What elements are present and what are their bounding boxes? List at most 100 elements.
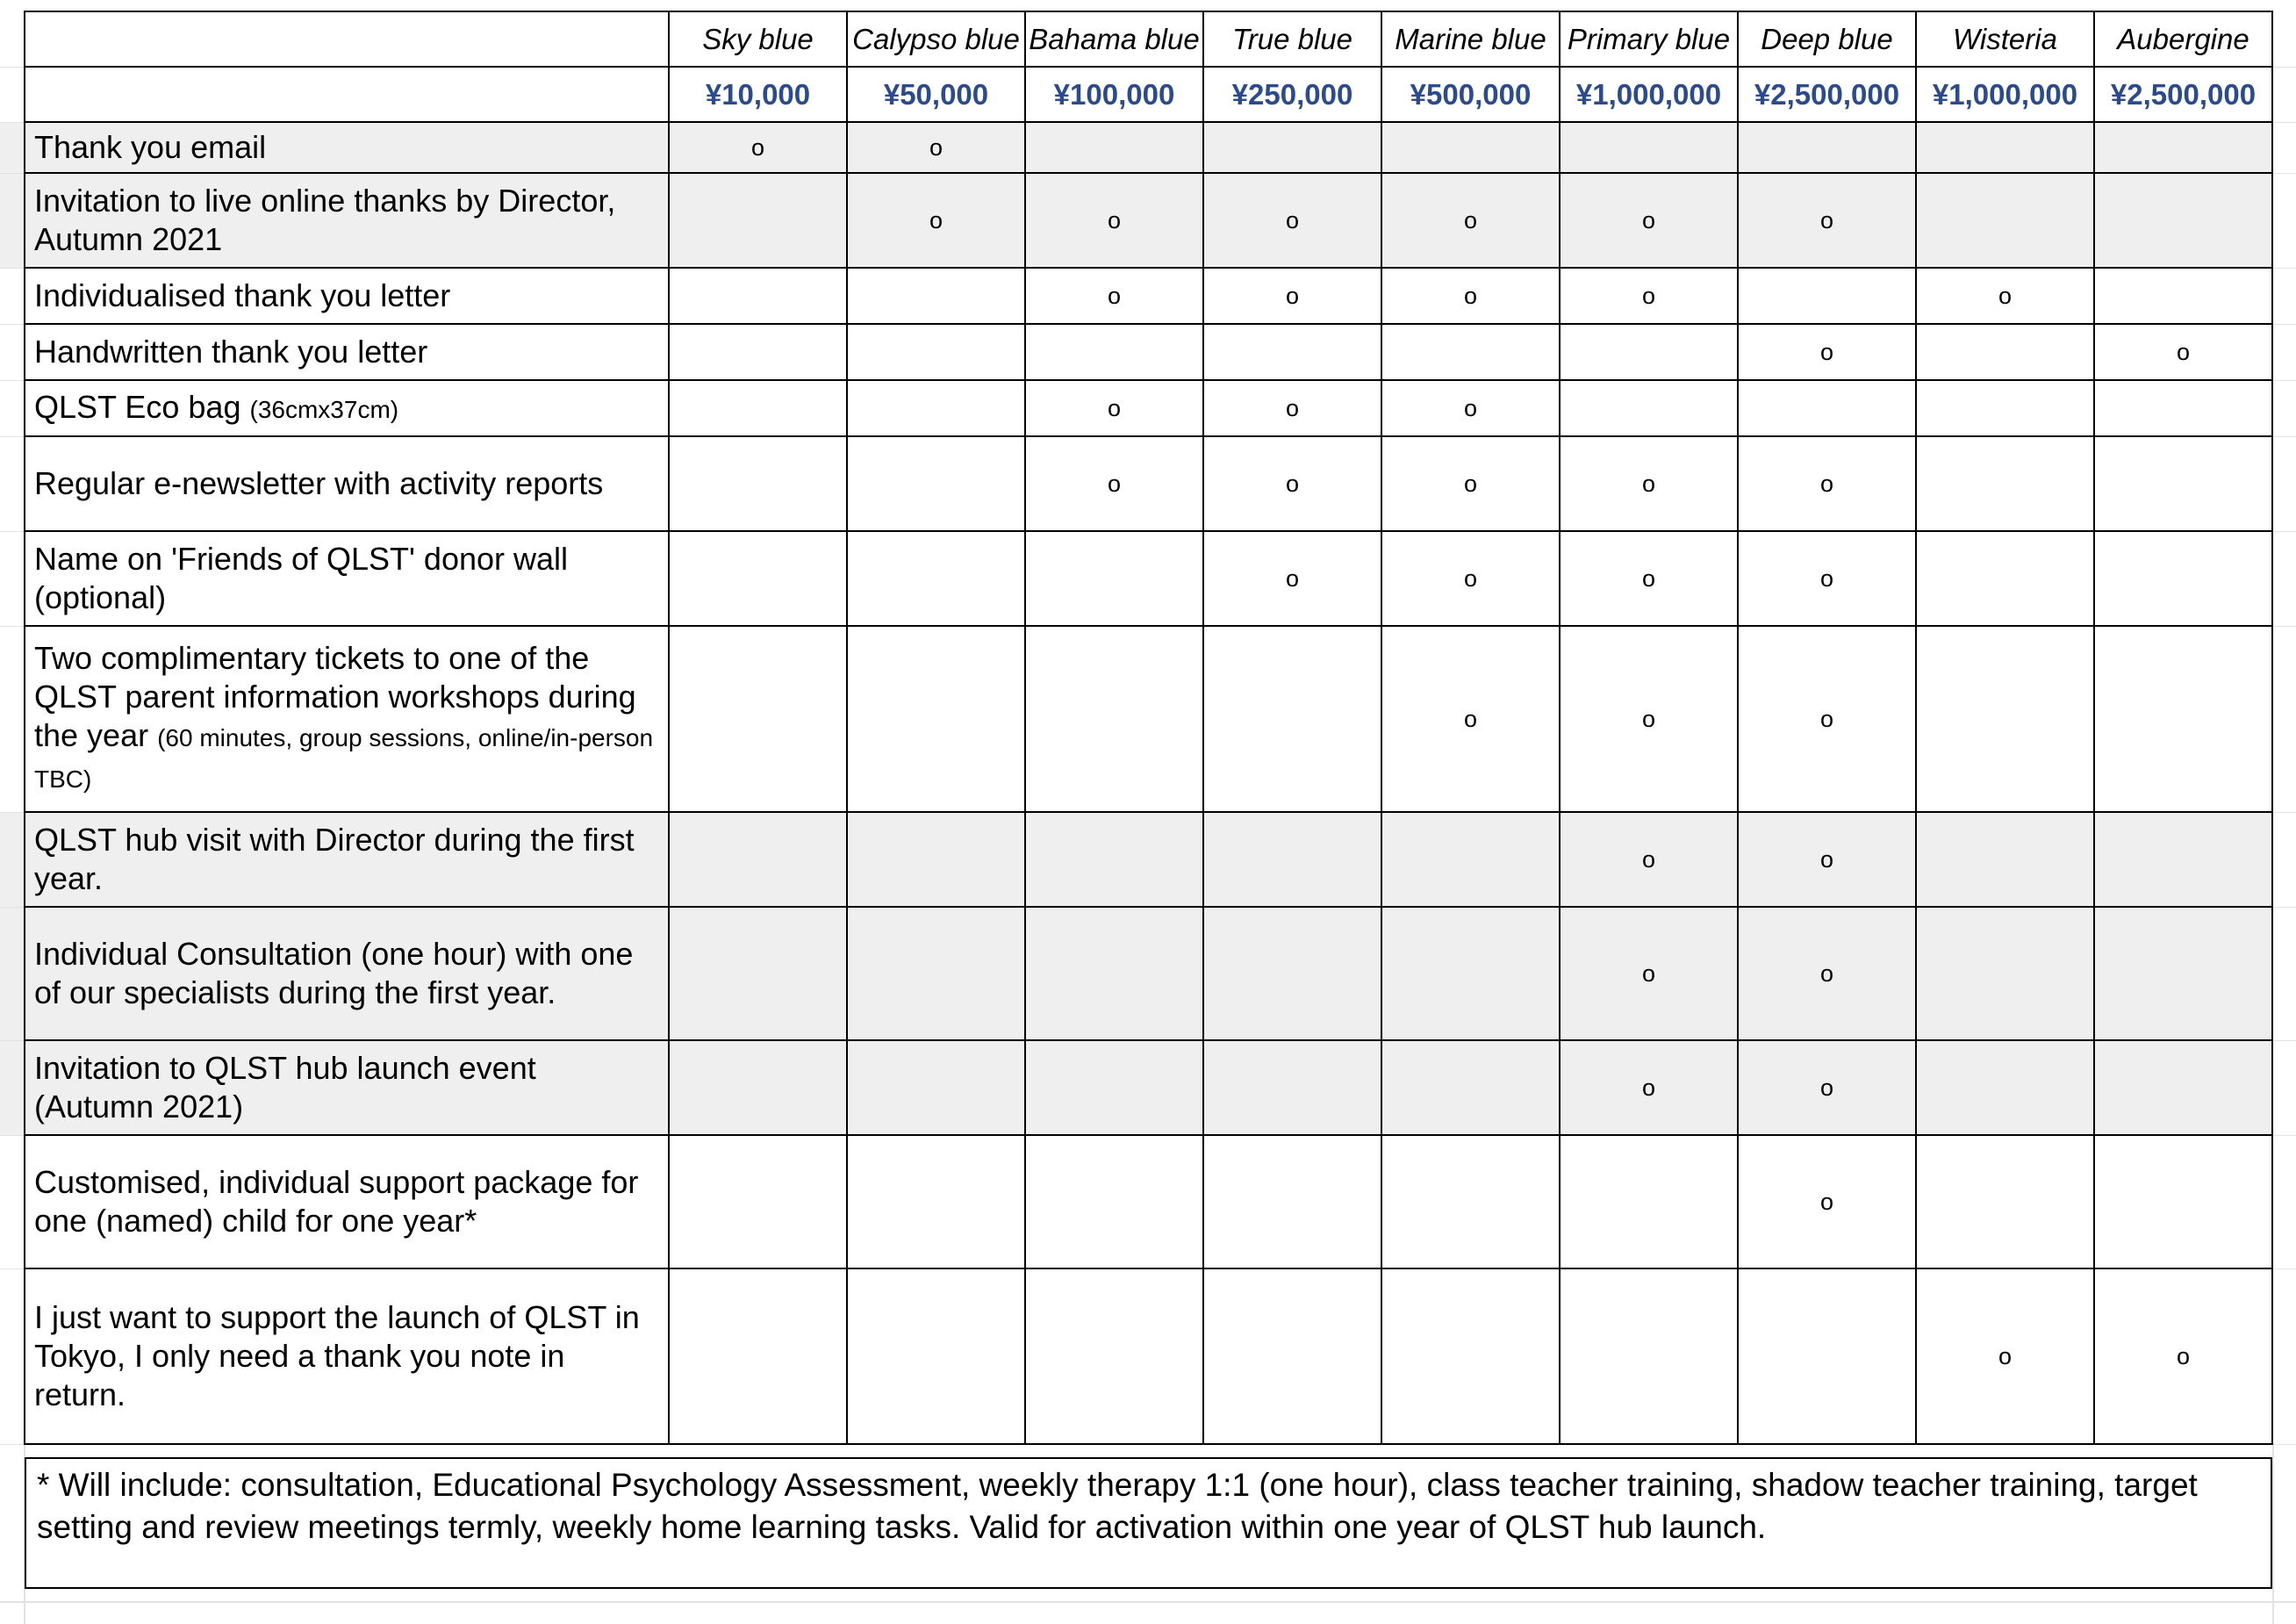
sheet-margin-cell xyxy=(2272,1268,2296,1445)
table-row: I just want to support the launch of QLS… xyxy=(0,1268,2296,1445)
benefit-mark-cell xyxy=(846,1039,1026,1136)
sheet-margin-cell xyxy=(0,122,25,174)
tier-amount-header: ¥100,000 xyxy=(1024,66,1204,123)
sheet-margin-cell xyxy=(2272,812,2296,908)
tier-name-header: Wisteria xyxy=(1915,11,2095,68)
benefit-mark-cell xyxy=(1024,811,1204,908)
benefit-label-cell: Thank you email xyxy=(24,121,670,174)
spreadsheet-canvas: { "table": { "tiers": [ {"name": "Sky bl… xyxy=(0,11,2296,1624)
sheet-margin-cell xyxy=(0,11,25,68)
benefit-mark-cell xyxy=(1381,323,1561,381)
benefit-mark-cell: o xyxy=(1202,172,1382,269)
tier-amount-header: ¥10,000 xyxy=(668,66,848,123)
benefit-mark-cell xyxy=(2093,121,2273,174)
table-row: Individualised thank you letter o o o o o xyxy=(0,267,2296,325)
benefit-mark-cell: o xyxy=(1737,1039,1917,1136)
benefit-mark-cell: o xyxy=(1737,530,1917,627)
sheet-margin-cell xyxy=(2272,122,2296,174)
tier-amount-header: ¥500,000 xyxy=(1381,66,1561,123)
sheet-margin-cell xyxy=(2272,1040,2296,1136)
benefit-mark-cell xyxy=(846,379,1026,437)
donor-benefits-table: Sky blue Calypso blue Bahama blue True blue… xyxy=(0,11,2296,1445)
benefit-mark-cell xyxy=(668,379,848,437)
benefit-mark-cell: o xyxy=(1737,323,1917,381)
benefit-mark-cell xyxy=(668,172,848,269)
tier-amount-header: ¥1,000,000 xyxy=(1559,66,1739,123)
benefit-mark-cell xyxy=(668,323,848,381)
benefit-mark-cell: o xyxy=(1737,811,1917,908)
benefit-mark-cell xyxy=(1381,121,1561,174)
benefit-label-cell: QLST Eco bag (36cmx37cm) xyxy=(24,379,670,437)
corner-empty-cell xyxy=(24,11,670,68)
benefit-mark-cell: o xyxy=(1381,625,1561,813)
benefit-mark-cell xyxy=(846,1268,1026,1445)
benefit-mark-cell xyxy=(2093,530,2273,627)
benefit-mark-cell: o xyxy=(668,121,848,174)
benefit-mark-cell: o xyxy=(1559,906,1739,1041)
benefit-label-note: (36cmx37cm) xyxy=(249,395,399,423)
table-row: Individual Consultation (one hour) with … xyxy=(0,906,2296,1041)
sheet-margin-cell xyxy=(2272,67,2296,123)
benefit-mark-cell xyxy=(668,906,848,1041)
table-row: Handwritten thank you letter o o xyxy=(0,323,2296,381)
table-row: Customised, individual support package f… xyxy=(0,1134,2296,1269)
benefit-mark-cell xyxy=(1737,1268,1917,1445)
tier-name-header: Bahama blue xyxy=(1024,11,1204,68)
benefit-label-cell: Invitation to live online thanks by Dire… xyxy=(24,172,670,269)
benefit-mark-cell xyxy=(846,530,1026,627)
sheet-margin-cell xyxy=(0,1040,25,1136)
benefit-mark-cell xyxy=(1024,121,1204,174)
benefit-mark-cell xyxy=(1202,906,1382,1041)
sheet-margin-cell xyxy=(2272,11,2296,68)
benefit-mark-cell xyxy=(2093,1134,2273,1269)
benefit-mark-cell xyxy=(2093,625,2273,813)
tier-amount-header: ¥1,000,000 xyxy=(1915,66,2095,123)
sheet-margin-cell xyxy=(2272,324,2296,381)
benefit-mark-cell: o xyxy=(1559,172,1739,269)
benefit-mark-cell: o xyxy=(1024,379,1204,437)
benefit-mark-cell xyxy=(1381,1039,1561,1136)
benefit-mark-cell: o xyxy=(1202,267,1382,325)
benefit-mark-cell: o xyxy=(1737,906,1917,1041)
benefit-mark-cell xyxy=(846,906,1026,1041)
corner-empty-cell xyxy=(24,66,670,123)
benefit-mark-cell xyxy=(1381,1134,1561,1269)
benefit-mark-cell xyxy=(1559,379,1739,437)
sheet-margin-cell xyxy=(0,380,25,437)
benefit-mark-cell xyxy=(1024,1134,1204,1269)
benefit-mark-cell: o xyxy=(1915,1268,2095,1445)
benefit-mark-cell xyxy=(1737,267,1917,325)
benefit-mark-cell: o xyxy=(1381,172,1561,269)
tier-amount-header: ¥2,500,000 xyxy=(1737,66,1917,123)
benefit-mark-cell xyxy=(1024,1268,1204,1445)
sheet-margin-cell xyxy=(2272,268,2296,325)
benefit-mark-cell xyxy=(1915,379,2095,437)
benefit-mark-cell xyxy=(1024,906,1204,1041)
tier-name-header: Sky blue xyxy=(668,11,848,68)
benefit-label-cell: Individual Consultation (one hour) with … xyxy=(24,906,670,1041)
benefit-mark-cell xyxy=(1915,323,2095,381)
benefit-mark-cell xyxy=(2093,811,2273,908)
tier-amount-header: ¥250,000 xyxy=(1202,66,1382,123)
benefit-mark-cell: o xyxy=(1559,625,1739,813)
benefit-mark-cell: o xyxy=(1381,267,1561,325)
benefit-mark-cell: o xyxy=(1559,1039,1739,1136)
tier-amount-header: ¥50,000 xyxy=(846,66,1026,123)
benefit-mark-cell xyxy=(1915,625,2095,813)
benefit-label-cell: Customised, individual support package f… xyxy=(24,1134,670,1269)
benefit-mark-cell: o xyxy=(1202,379,1382,437)
benefit-mark-cell: o xyxy=(1737,1134,1917,1269)
benefit-mark-cell xyxy=(1202,1268,1382,1445)
benefit-mark-cell xyxy=(2093,379,2273,437)
sheet-gridline-horizontal-bottom xyxy=(0,1601,2296,1603)
benefit-mark-cell xyxy=(1024,1039,1204,1136)
benefit-mark-cell: o xyxy=(846,172,1026,269)
benefit-mark-cell xyxy=(1559,323,1739,381)
benefit-mark-cell xyxy=(668,1134,848,1269)
benefit-mark-cell xyxy=(1381,906,1561,1041)
benefit-label-cell: Handwritten thank you letter xyxy=(24,323,670,381)
benefit-mark-cell: o xyxy=(1202,530,1382,627)
benefit-mark-cell xyxy=(1915,811,2095,908)
benefit-mark-cell xyxy=(1202,625,1382,813)
benefit-mark-cell xyxy=(668,1039,848,1136)
